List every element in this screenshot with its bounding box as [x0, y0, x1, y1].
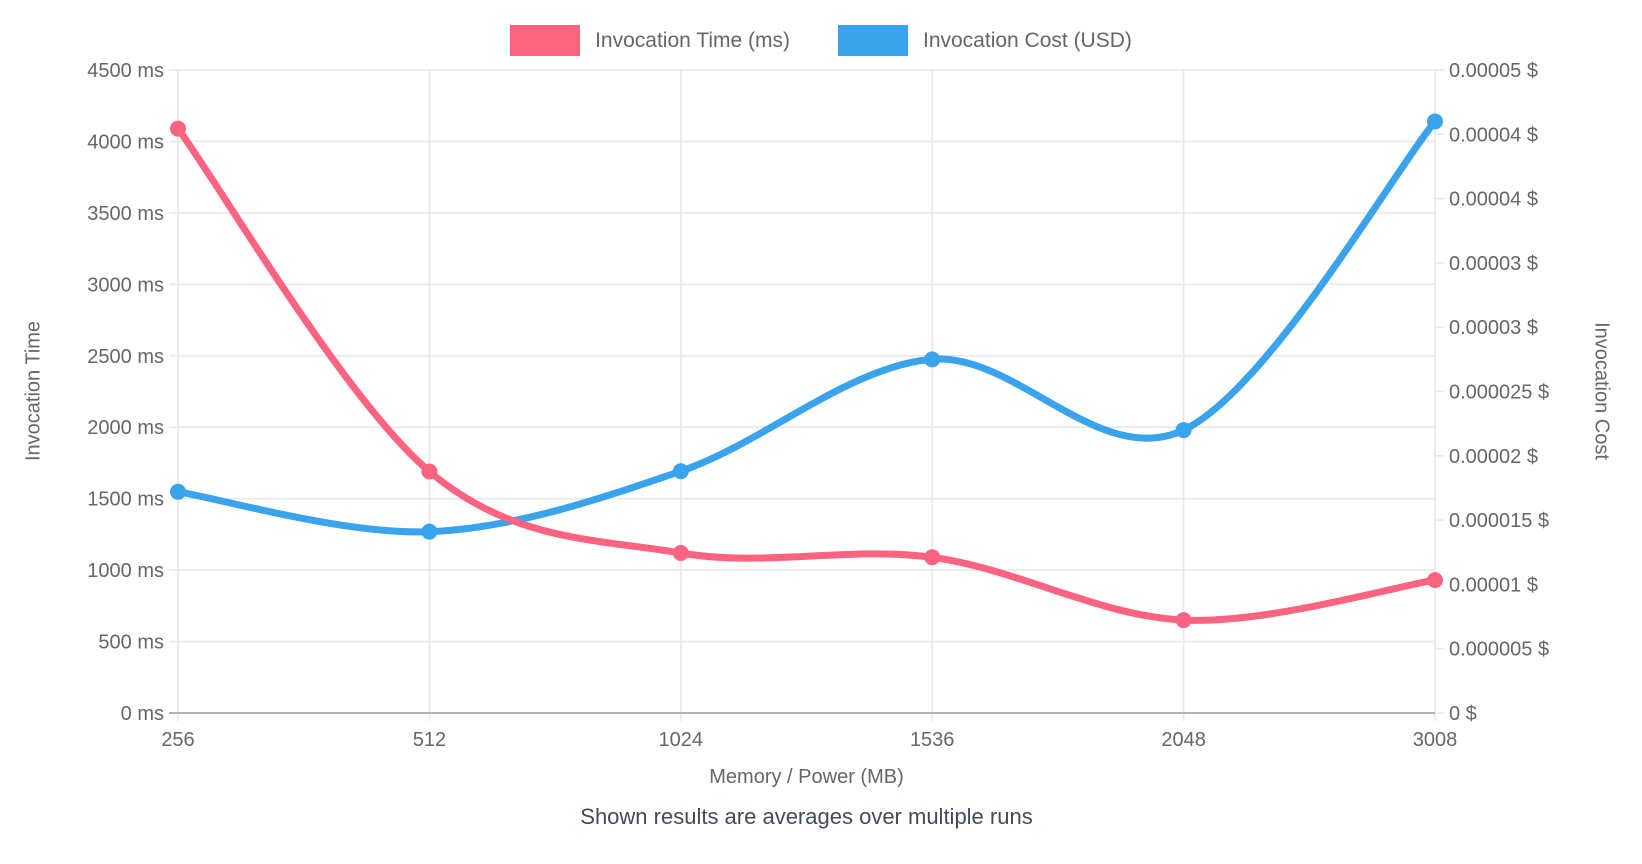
data-point-invocation-cost[interactable]	[1175, 422, 1192, 439]
series-line-invocation-cost	[174, 117, 1439, 536]
y-right-tick-label: 0.00001 $	[1449, 574, 1538, 596]
y-right-tick-label: 0.000005 $	[1449, 639, 1549, 661]
data-point-invocation-cost[interactable]	[1427, 113, 1443, 130]
y-left-tick-label: 3500 ms	[87, 203, 164, 225]
y-left-tick-label: 1000 ms	[87, 560, 164, 582]
data-point-invocation-cost[interactable]	[421, 523, 438, 540]
data-point-invocation-time[interactable]	[421, 463, 438, 480]
y-right-tick-label: 0.000015 $	[1449, 510, 1549, 532]
x-tick-label: 1536	[910, 729, 955, 751]
y-left-tick-label: 4000 ms	[87, 131, 164, 153]
y-right-tick-label: 0.00004 $	[1449, 189, 1538, 211]
y-left-tick-label: 3000 ms	[87, 274, 164, 296]
data-point-invocation-cost[interactable]	[924, 351, 941, 368]
x-tick-label: 3008	[1413, 729, 1458, 751]
data-point-invocation-time[interactable]	[1427, 572, 1443, 589]
data-point-invocation-time[interactable]	[170, 120, 186, 137]
y-right-tick-label: 0.00003 $	[1449, 253, 1538, 275]
y-left-tick-label: 2500 ms	[87, 346, 164, 368]
x-tick-label: 256	[161, 729, 194, 751]
data-point-invocation-cost[interactable]	[672, 463, 689, 480]
y-left-tick-label: 0 ms	[121, 703, 164, 725]
y-right-tick-label: 0.00004 $	[1449, 124, 1538, 146]
legend-swatch-invocation-time	[510, 25, 581, 56]
legend-label-invocation-time: Invocation Time (ms)	[595, 28, 790, 52]
x-tick-label: 512	[413, 729, 446, 751]
y-left-tick-label: 500 ms	[98, 632, 164, 654]
y-left-tick-label: 2000 ms	[87, 417, 164, 439]
x-axis-title: Memory / Power (MB)	[709, 766, 904, 788]
chart-legend: Invocation Time (ms) Invocation Cost (US…	[0, 25, 1642, 56]
legend-label-invocation-cost: Invocation Cost (USD)	[922, 28, 1132, 52]
data-point-invocation-time[interactable]	[672, 544, 689, 561]
legend-item-invocation-time[interactable]: Invocation Time (ms)	[510, 25, 790, 56]
y-right-tick-label: 0.00002 $	[1449, 446, 1538, 468]
series-line-invocation-time	[174, 125, 1439, 624]
data-point-invocation-time[interactable]	[1175, 612, 1192, 629]
legend-item-invocation-cost[interactable]: Invocation Cost (USD)	[837, 25, 1132, 56]
y-right-tick-label: 0.000025 $	[1449, 382, 1549, 404]
y-right-tick-label: 0 $	[1449, 703, 1477, 725]
data-point-invocation-time[interactable]	[924, 549, 941, 566]
y-left-tick-label: 1500 ms	[87, 489, 164, 511]
chart-caption: Shown results are averages over multiple…	[580, 804, 1033, 829]
chart-canvas: 256 512 1024 1536 2048 3008 4500 ms 4000 ms 3500…	[87, 60, 1549, 751]
x-tick-label: 2048	[1161, 729, 1206, 751]
y-right-tick-label: 0.00003 $	[1449, 317, 1538, 339]
legend-swatch-invocation-cost	[837, 25, 908, 56]
data-point-invocation-cost[interactable]	[170, 483, 186, 500]
y-right-tick-label: 0.00005 $	[1449, 60, 1538, 82]
y-left-tick-label: 4500 ms	[87, 60, 164, 82]
x-tick-label: 1024	[659, 729, 704, 751]
